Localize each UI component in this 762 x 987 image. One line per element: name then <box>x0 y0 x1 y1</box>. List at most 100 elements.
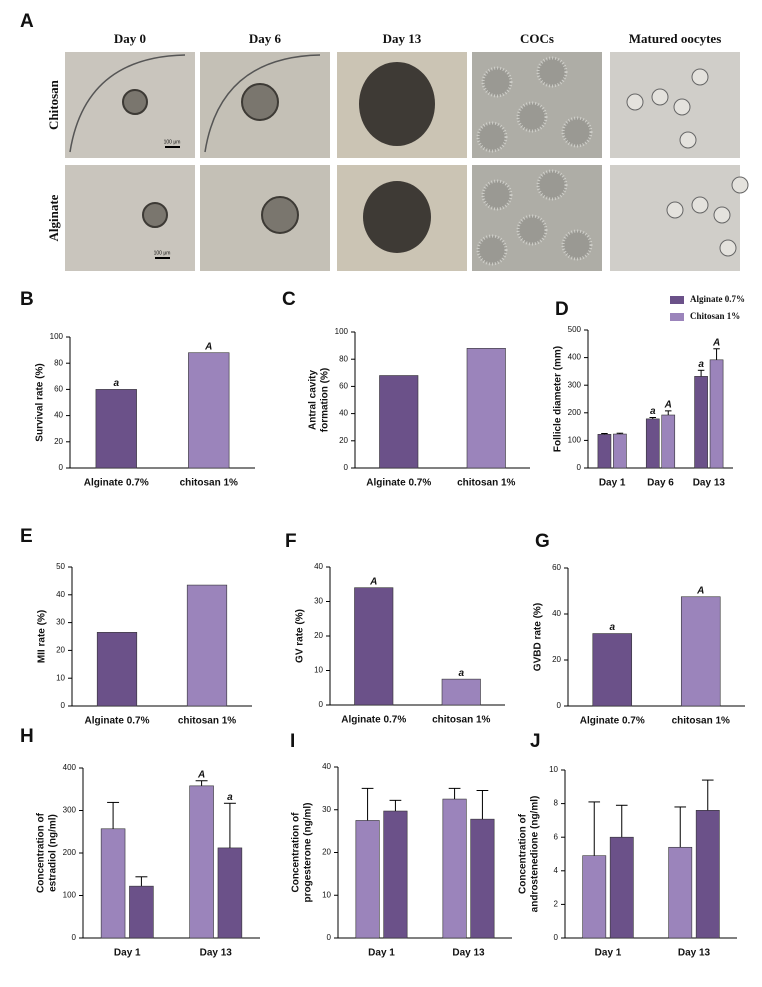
bar <box>680 596 721 707</box>
y-tick-label: 10 <box>322 890 331 899</box>
follicle <box>261 196 299 234</box>
panel-letter: G <box>535 531 550 552</box>
oocyte <box>673 98 691 116</box>
y-tick-label: 60 <box>339 382 348 391</box>
x-tick-label: chitosan 1% <box>432 715 490 726</box>
follicle <box>142 202 168 228</box>
coc <box>561 116 593 148</box>
x-tick-label: Day 1 <box>368 948 395 959</box>
bar <box>217 847 243 939</box>
bar <box>188 352 230 469</box>
y-tick-label: 80 <box>54 358 63 367</box>
panel-letter: I <box>290 731 295 752</box>
significance-label: A <box>696 585 704 596</box>
y-tick-label: 300 <box>63 806 77 815</box>
micrograph <box>65 165 195 271</box>
bar <box>582 855 607 939</box>
significance-label: a <box>227 792 233 803</box>
error-bar <box>664 410 672 416</box>
error-bar <box>195 780 208 786</box>
coc <box>516 214 548 246</box>
panel-letter: E <box>20 526 33 547</box>
significance-label: A <box>204 341 212 352</box>
error-bar <box>713 348 720 360</box>
significance-label: a <box>609 622 615 633</box>
y-axis-label: estradiol (ng/ml) <box>48 814 59 892</box>
y-axis-label: Survival rate (%) <box>35 363 46 441</box>
bar <box>354 587 394 706</box>
x-tick-label: Alginate 0.7% <box>84 478 149 489</box>
y-tick-label: 40 <box>54 411 63 420</box>
y-tick-label: 200 <box>63 848 77 857</box>
significance-label: a <box>650 406 656 417</box>
bar <box>695 810 720 939</box>
error-bar <box>361 787 374 821</box>
y-tick-label: 40 <box>339 409 348 418</box>
y-tick-label: 0 <box>344 463 349 472</box>
y-axis-label: formation (%) <box>320 368 331 432</box>
x-tick-label: Alginate 0.7% <box>580 716 645 727</box>
bar <box>466 348 506 469</box>
y-tick-label: 200 <box>568 408 582 417</box>
error-bar <box>616 432 624 435</box>
bar <box>709 359 724 469</box>
y-tick-label: 20 <box>322 848 331 857</box>
bar <box>470 818 495 939</box>
bar <box>355 820 380 939</box>
coc <box>536 56 568 88</box>
y-tick-label: 80 <box>339 354 348 363</box>
y-tick-label: 0 <box>577 463 582 472</box>
x-tick-label: chitosan 1% <box>180 478 238 489</box>
y-axis-label: androstenedione (ng/ml) <box>530 796 541 913</box>
y-tick-label: 400 <box>63 763 77 772</box>
y-tick-label: 30 <box>56 618 65 627</box>
y-tick-label: 100 <box>63 891 77 900</box>
x-tick-label: Alginate 0.7% <box>366 478 431 489</box>
panel-letter: H <box>20 726 34 747</box>
column-header: Matured oocytes <box>629 31 722 46</box>
y-tick-label: 100 <box>335 327 349 336</box>
panel-letter: B <box>20 289 34 310</box>
bar <box>668 846 693 939</box>
follicle <box>122 89 148 115</box>
x-tick-label: chitosan 1% <box>178 716 236 727</box>
significance-label: a <box>113 378 119 389</box>
x-tick-label: Alginate 0.7% <box>84 716 149 727</box>
error-bar <box>601 433 608 435</box>
oocyte <box>666 201 684 219</box>
y-axis-label: GV rate (%) <box>295 609 306 663</box>
oocyte <box>691 196 709 214</box>
y-tick-label: 6 <box>554 832 559 841</box>
y-tick-label: 40 <box>56 590 65 599</box>
membrane <box>69 54 186 153</box>
y-tick-label: 0 <box>554 933 559 942</box>
follicle <box>363 181 431 253</box>
y-tick-label: 20 <box>54 437 63 446</box>
y-tick-label: 0 <box>59 463 64 472</box>
bar <box>95 389 137 469</box>
row-label: Alginate <box>46 194 61 241</box>
y-tick-label: 60 <box>54 385 63 394</box>
bar <box>100 828 126 939</box>
bar <box>379 375 419 469</box>
y-axis-label: GVBD rate (%) <box>533 603 544 671</box>
panel-letter: D <box>555 299 569 320</box>
y-tick-label: 300 <box>568 380 582 389</box>
y-axis-label: Concentration of <box>291 812 302 893</box>
legend-label: Alginate 0.7% <box>690 294 745 304</box>
legend-label: Chitosan 1% <box>690 311 740 321</box>
column-header: COCs <box>520 31 554 46</box>
error-bar <box>107 801 120 829</box>
bar <box>694 376 708 469</box>
x-tick-label: chitosan 1% <box>672 716 730 727</box>
bar <box>441 678 481 706</box>
significance-label: A <box>712 337 720 348</box>
y-tick-label: 40 <box>552 609 561 618</box>
coc <box>476 121 508 153</box>
oocyte <box>713 206 731 224</box>
y-tick-label: 0 <box>61 701 66 710</box>
oocyte <box>719 239 737 257</box>
bar <box>613 433 627 469</box>
bar <box>609 836 634 939</box>
significance-label: a <box>458 668 464 679</box>
